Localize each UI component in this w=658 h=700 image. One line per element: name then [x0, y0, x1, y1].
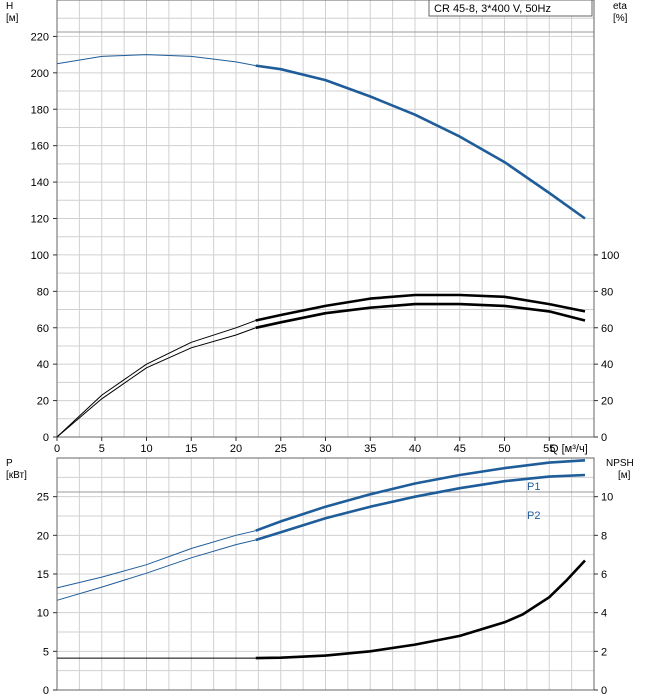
top-right-axis-unit: [%]: [613, 13, 628, 24]
bottom-left-tick-label: 5: [43, 646, 49, 658]
bottom-right-tick-label: 4: [601, 608, 607, 620]
chart-title-box: [428, 0, 593, 17]
series-eta_upper-operating: [255, 293, 586, 322]
x-tick-label: 25: [275, 443, 287, 455]
bottom-right-tick-label: 8: [601, 530, 607, 542]
top-left-tick-label: 0: [43, 432, 49, 444]
x-tick-label: 5: [99, 443, 105, 455]
top-left-tick-label: 220: [31, 31, 49, 43]
series-P1-extended: [56, 530, 256, 589]
bottom-left-tick-label: 25: [37, 492, 49, 504]
series-NPSH-operating: [255, 559, 586, 660]
top-left-tick-label: 160: [31, 141, 49, 153]
bottom-right-axis-title: NPSH: [606, 458, 634, 469]
bottom-right-tick-label: 6: [601, 569, 607, 581]
top-right-tick-label: 40: [601, 359, 613, 371]
x-tick-label: 55: [543, 443, 555, 455]
series-layer: [56, 54, 586, 660]
top-left-tick-label: 40: [37, 359, 49, 371]
chart-title: CR 45-8, 3*400 V, 50Hz: [434, 3, 551, 15]
x-tick-label: 0: [54, 443, 60, 455]
x-tick-label: 10: [140, 443, 152, 455]
x-tick-label: 20: [230, 443, 242, 455]
series-H-extended: [56, 54, 256, 67]
top-right-tick-label: 0: [601, 432, 607, 444]
series-H-operating: [255, 64, 586, 220]
top-right-axis-title: eta: [613, 1, 627, 12]
bottom-left-axis-title: P: [6, 458, 13, 469]
x-axis-label: Q [м³/ч]: [550, 443, 588, 455]
bottom-right-axis-unit: [м]: [618, 470, 631, 481]
series-P2-operating: [255, 473, 586, 542]
top-left-tick-label: 80: [37, 286, 49, 298]
top-left-tick-label: 20: [37, 396, 49, 408]
top-left-axis-unit: [м]: [6, 13, 19, 24]
x-tick-label: 15: [185, 443, 197, 455]
x-tick-label: 35: [364, 443, 376, 455]
top-left-tick-label: 100: [31, 250, 49, 262]
bottom-right-tick-label: 10: [601, 492, 613, 504]
top-left-tick-label: 200: [31, 68, 49, 80]
bottom-left-axis-unit: [кВт]: [6, 470, 27, 481]
top-right-tick-label: 60: [601, 323, 613, 335]
grid-layer: [56, 0, 595, 691]
top-left-tick-label: 120: [31, 214, 49, 226]
top-right-tick-label: 80: [601, 286, 613, 298]
tick-layer: 0204060801001201401601802002200204060801…: [31, 31, 620, 697]
bottom-left-tick-label: 0: [43, 685, 49, 697]
bottom-right-tick-label: 2: [601, 646, 607, 658]
top-left-axis-title: H: [6, 1, 13, 12]
series-eta_lower-operating: [255, 302, 586, 330]
top-left-tick-label: 60: [37, 323, 49, 335]
bottom-left-tick-label: 20: [37, 530, 49, 542]
bottom-left-tick-label: 15: [37, 569, 49, 581]
legend-label-p1: P1: [527, 481, 540, 493]
series-P2-extended: [56, 539, 256, 601]
series-P1-operating: [255, 459, 586, 532]
legend-label-p2: P2: [527, 510, 540, 522]
top-left-tick-label: 180: [31, 104, 49, 116]
bottom-left-tick-label: 10: [37, 608, 49, 620]
top-left-tick-label: 140: [31, 177, 49, 189]
x-tick-label: 45: [454, 443, 466, 455]
series-eta_upper-extended: [56, 320, 256, 438]
x-tick-label: 30: [319, 443, 331, 455]
x-tick-label: 50: [498, 443, 510, 455]
series-eta_lower-extended: [56, 327, 256, 438]
top-right-tick-label: 20: [601, 396, 613, 408]
bottom-right-tick-label: 0: [601, 685, 607, 697]
x-tick-label: 40: [409, 443, 421, 455]
top-right-tick-label: 100: [601, 250, 619, 262]
